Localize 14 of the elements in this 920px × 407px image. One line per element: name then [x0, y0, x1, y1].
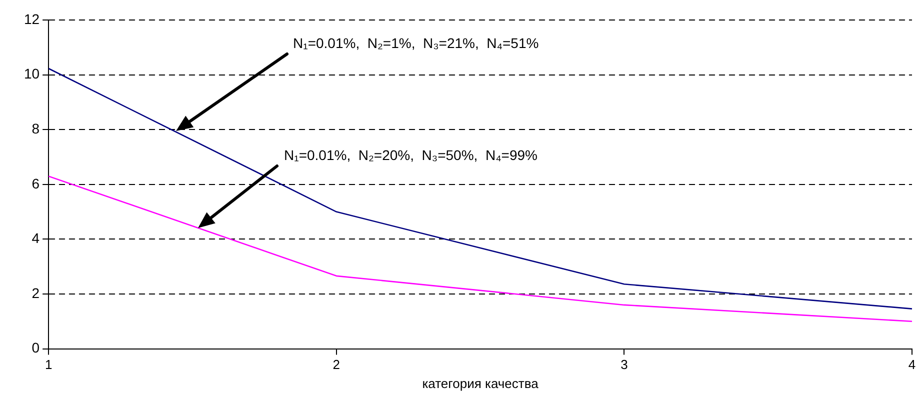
x-tick-label: 4 [908, 357, 916, 372]
y-tick-label: 2 [32, 284, 40, 301]
y-tick-label: 10 [24, 66, 40, 82]
x-tick-label: 2 [332, 357, 340, 372]
y-tick-label: 6 [32, 175, 40, 192]
x-axis-title: категория качества [422, 376, 540, 391]
annotation: N₁=0.01%, N₂=1%, N₃=21%, N₄=51% [293, 35, 539, 51]
x-tick-label: 1 [44, 357, 52, 372]
y-tick-label: 4 [32, 230, 40, 246]
annotation: N₁=0.01%, N₂=20%, N₃=50%, N₄=99% [284, 147, 538, 163]
x-tick-label: 3 [620, 357, 628, 372]
y-tick-label: 0 [32, 340, 40, 356]
y-tick-label: 12 [24, 10, 40, 27]
y-tick-label: 8 [32, 120, 40, 136]
